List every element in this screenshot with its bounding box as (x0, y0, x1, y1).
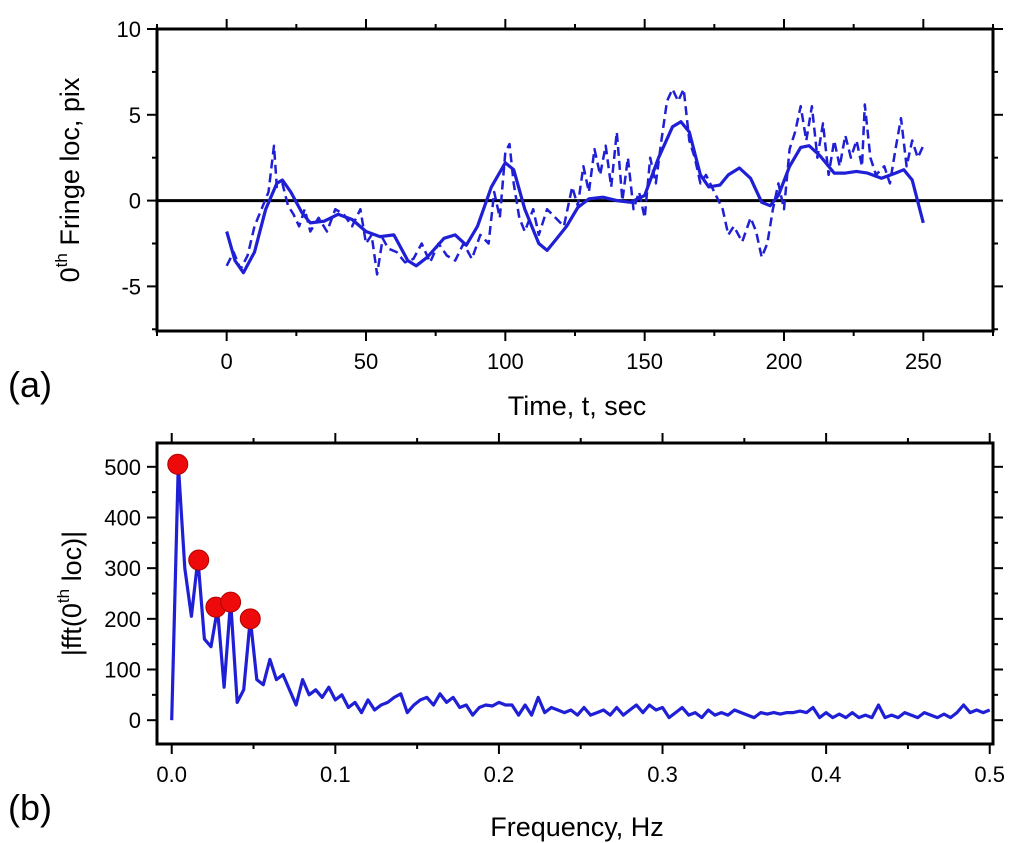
x-axis-label: Time, t, sec (508, 391, 647, 421)
peak-marker (239, 608, 261, 630)
y-tick-label: 100 (104, 658, 141, 683)
y-tick-label: -5 (121, 274, 141, 299)
x-tick-label: 0.0 (156, 762, 187, 787)
y-tick-label: 400 (104, 505, 141, 530)
x-axis-label: Frequency, Hz (490, 812, 664, 842)
y-axis-label: 0th Fringe loc, pix (52, 77, 85, 282)
y-tick-label: 300 (104, 556, 141, 581)
plot-frame (155, 441, 995, 746)
peak-marker (220, 591, 242, 613)
x-tick-label: 0.3 (647, 762, 678, 787)
plot-frame (155, 27, 995, 333)
peak-marker (188, 549, 210, 571)
y-axis-label-superscript: th (54, 589, 73, 603)
x-tick-label: 150 (626, 349, 663, 374)
data-line (225, 120, 925, 275)
panel-label: (b) (8, 787, 52, 828)
x-tick-label: 0 (221, 349, 233, 374)
y-tick-label: 0 (129, 708, 141, 733)
y-tick-label: 0 (129, 189, 141, 214)
y-tick-label: 10 (117, 17, 141, 42)
x-tick-label: 50 (354, 349, 378, 374)
x-tick-label: 0.5 (974, 762, 1005, 787)
y-axis-label-superscript: th (52, 253, 71, 267)
x-tick-label: 0.4 (811, 762, 842, 787)
x-tick-label: 100 (487, 349, 524, 374)
panel-label: (a) (8, 364, 52, 405)
y-tick-label: 200 (104, 607, 141, 632)
y-tick-label: 500 (104, 455, 141, 480)
data-line-dashed (225, 87, 925, 276)
data-line (170, 462, 991, 721)
y-tick-label: 5 (129, 103, 141, 128)
y-axis-label-part: 0 (55, 267, 85, 282)
x-tick-label: 200 (766, 349, 803, 374)
y-axis-label-part: Fringe loc, pix (55, 77, 85, 253)
y-axis-label: |fft(0th loc)| (54, 531, 87, 656)
y-axis-label-part: loc)| (57, 531, 87, 589)
y-axis-label-part: |fft(0 (57, 603, 87, 656)
x-tick-label: 0.1 (320, 762, 351, 787)
x-tick-label: 250 (905, 349, 942, 374)
peak-marker (167, 453, 189, 475)
x-tick-label: 0.2 (484, 762, 515, 787)
